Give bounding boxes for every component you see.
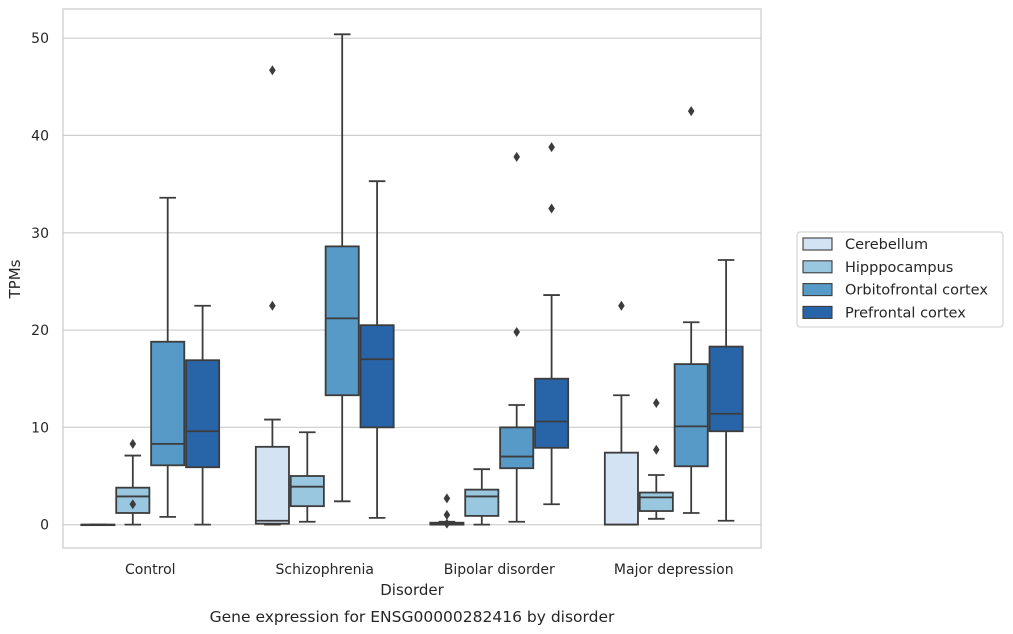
- box-hipppocampus: [638, 398, 674, 520]
- outlier-point: [269, 300, 276, 311]
- legend-label: Hipppocampus: [845, 260, 953, 276]
- box-orbitofrontal-cortex: [499, 151, 535, 523]
- x-tick-label: Major depression: [614, 562, 734, 578]
- y-tick-label: 10: [31, 420, 49, 436]
- outlier-point: [548, 203, 555, 214]
- legend-items: Cerebellum Hipppocampus Orbitofrontal cort…: [802, 237, 988, 321]
- box-cerebellum: [254, 65, 290, 526]
- outlier-point: [129, 438, 137, 449]
- legend-swatch: [802, 283, 833, 297]
- outlier-point: [548, 142, 555, 153]
- box-hipppocampus: [115, 438, 151, 526]
- box-iqr: [254, 445, 290, 525]
- box-prefrontal-cortex: [185, 304, 221, 526]
- outlier-point: [443, 493, 451, 504]
- outlier-point: [653, 398, 660, 409]
- box-iqr: [289, 475, 325, 508]
- outlier-point: [687, 106, 695, 117]
- box-cerebellum: [429, 493, 465, 529]
- outlier-point: [513, 327, 520, 338]
- y-tick-label: 40: [31, 128, 49, 144]
- outlier-point: [129, 499, 137, 510]
- legend: Cerebellum Hipppocampus Orbitofrontal cort…: [796, 231, 1004, 328]
- box-prefrontal-cortex: [708, 259, 744, 522]
- legend-swatch: [802, 260, 833, 274]
- box-iqr: [324, 245, 360, 397]
- y-axis-label: TPMs: [6, 259, 24, 299]
- x-tick-label: Control: [125, 562, 176, 578]
- legend-swatch: [802, 237, 833, 251]
- box-orbitofrontal-cortex: [673, 106, 709, 514]
- box-orbitofrontal-cortex: [324, 33, 360, 503]
- outlier-point: [269, 65, 276, 76]
- x-axis-label: Disorder: [380, 581, 444, 599]
- box-iqr: [185, 359, 221, 469]
- outlier-point: [618, 300, 625, 311]
- box-iqr: [359, 324, 395, 429]
- box-cerebellum: [80, 523, 116, 527]
- box-hipppocampus: [289, 431, 325, 523]
- box-iqr: [464, 488, 500, 517]
- y-tick-label: 0: [40, 518, 49, 534]
- y-tick-label: 50: [31, 31, 49, 47]
- outlier-point: [653, 444, 660, 455]
- x-axis-ticks: Control Schizophrenia Bipolar disorder Majo…: [125, 562, 734, 578]
- box-iqr: [638, 491, 674, 512]
- legend-swatch: [802, 305, 833, 319]
- y-tick-label: 20: [31, 323, 49, 339]
- boxes: [80, 33, 744, 529]
- box-iqr: [499, 426, 535, 470]
- legend-label: Orbitofrontal cortex: [845, 283, 988, 299]
- box-iqr: [603, 451, 639, 526]
- legend-frame: [796, 231, 1004, 328]
- box-cerebellum: [603, 300, 639, 526]
- x-tick-label: Bipolar disorder: [444, 562, 555, 578]
- legend-label: Prefrontal cortex: [845, 305, 966, 321]
- x-tick-label: Schizophrenia: [276, 562, 374, 578]
- box-prefrontal-cortex: [359, 180, 395, 519]
- box-iqr: [534, 377, 570, 449]
- box-iqr: [150, 340, 186, 467]
- y-tick-label: 30: [31, 226, 49, 242]
- box-hipppocampus: [464, 468, 500, 526]
- box-orbitofrontal-cortex: [150, 196, 186, 518]
- chart-caption: Gene expression for ENSG00000282416 by d…: [210, 608, 615, 626]
- box-prefrontal-cortex: [534, 142, 570, 506]
- box-iqr: [673, 363, 709, 468]
- outlier-point: [513, 151, 520, 162]
- outlier-point: [443, 509, 451, 520]
- y-axis-ticks: 0 10 20 30 40 50: [31, 31, 49, 533]
- legend-label: Cerebellum: [845, 237, 928, 253]
- box-iqr: [708, 345, 744, 433]
- outlier-point: [443, 518, 451, 529]
